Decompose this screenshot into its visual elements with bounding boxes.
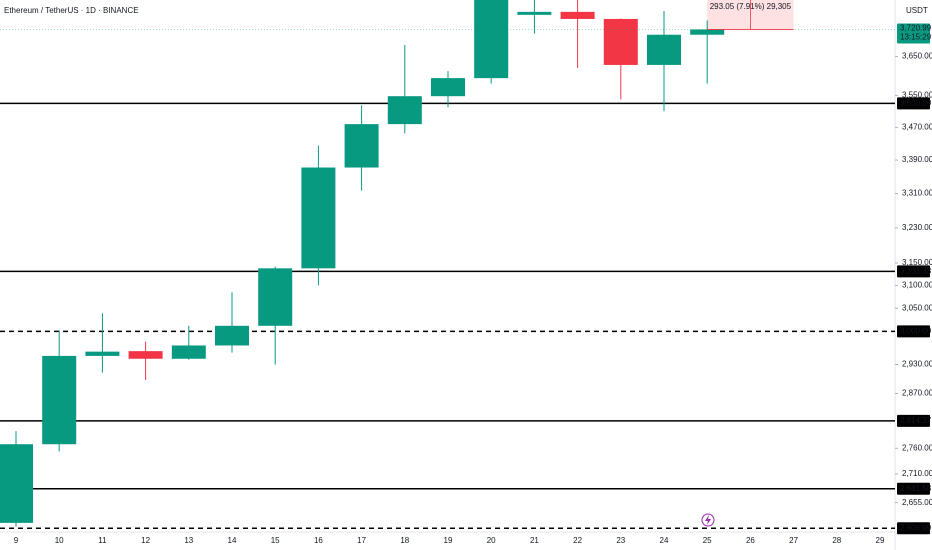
y-tick-label: 3,050.00 xyxy=(902,303,932,312)
candle-body xyxy=(215,325,249,346)
y-tick-label: 3,310.00 xyxy=(902,189,932,198)
level-label-box xyxy=(897,325,930,338)
x-tick-label: 15 xyxy=(271,536,280,545)
y-tick-label: 3,550.00 xyxy=(902,91,932,100)
candle-body xyxy=(647,34,681,65)
x-tick-label: 18 xyxy=(400,536,409,545)
candle-body xyxy=(560,11,595,19)
axes: 3,650.00 3,550.00 3,470.00 3,390.00 3,310.00… xyxy=(14,23,932,545)
y-tick-label: 2,870.00 xyxy=(902,389,932,398)
chart-title: Ethereum / TetherUS · 1D · BINANCE xyxy=(4,6,139,15)
level-label-box xyxy=(897,265,930,278)
y-tick-label: 2,760.00 xyxy=(902,443,932,452)
y-tick-label: 3,150.00 xyxy=(902,258,932,267)
candle-body xyxy=(171,345,206,359)
measure-label: 293.05 (7.91%) 29,305 xyxy=(710,2,792,11)
y-tick-label: 3,230.00 xyxy=(902,223,932,232)
level-label: 3,530.00 xyxy=(900,98,932,107)
x-tick-label: 27 xyxy=(789,536,798,545)
candle-body xyxy=(344,124,379,168)
x-tick-label: 24 xyxy=(660,536,669,545)
y-tick-label: 2,655.00 xyxy=(902,498,932,507)
candle-body xyxy=(690,29,725,35)
candle-body xyxy=(42,355,77,445)
x-tick-label: 16 xyxy=(314,536,323,545)
x-tick-label: 12 xyxy=(141,536,150,545)
y-tick-label: 3,390.00 xyxy=(902,155,932,164)
candle-body xyxy=(431,78,465,97)
level-label-box xyxy=(897,482,930,495)
x-tick-label: 25 xyxy=(703,536,712,545)
y-tick-label: 2,710.00 xyxy=(902,469,932,478)
x-tick-label: 13 xyxy=(184,536,193,545)
x-tick-label: 17 xyxy=(357,536,366,545)
candle-body xyxy=(603,18,638,65)
level-label: 2,606.99 xyxy=(900,523,932,532)
plot: 293.05 (7.91%) 29,305 xyxy=(0,0,895,529)
y-tick-label: 2,930.00 xyxy=(902,360,932,369)
x-tick-label: 11 xyxy=(98,536,107,545)
level-label: 2,814.37 xyxy=(900,416,932,425)
x-tick-label: 29 xyxy=(876,536,885,545)
x-tick-label: 10 xyxy=(55,536,64,545)
candle-body xyxy=(301,167,336,269)
candle-body xyxy=(517,11,552,15)
last-price-label: 3,720.99 xyxy=(900,24,932,33)
x-tick-label: 9 xyxy=(14,536,19,545)
candle-body xyxy=(128,351,163,359)
candle-body xyxy=(85,351,120,356)
x-tick-label: 14 xyxy=(228,536,237,545)
y-tick-label: 3,100.00 xyxy=(902,281,932,290)
candle-body xyxy=(387,96,422,125)
y-tick-label: 3,470.00 xyxy=(902,122,932,131)
level-label-box xyxy=(897,414,930,427)
candle-body xyxy=(258,268,293,326)
x-tick-label: 20 xyxy=(487,536,496,545)
last-price-box xyxy=(897,23,930,44)
lightning-icon xyxy=(701,513,715,527)
level-label-box xyxy=(897,522,930,535)
level-label: 2,681.58 xyxy=(900,484,932,493)
x-tick-label: 22 xyxy=(573,536,582,545)
level-label-box xyxy=(897,97,930,110)
currency: USDT xyxy=(906,6,928,15)
x-tick-label: 26 xyxy=(746,536,755,545)
level-label: 3,000.00 xyxy=(900,326,932,335)
y-tick-label: 3,650.00 xyxy=(902,52,932,61)
x-tick-label: 23 xyxy=(616,536,625,545)
x-tick-label: 21 xyxy=(530,536,539,545)
x-tick-label: 28 xyxy=(832,536,841,545)
candle-body xyxy=(0,444,33,523)
candle-body xyxy=(474,0,509,79)
level-label: 3,131.33 xyxy=(900,266,932,275)
x-tick-label: 19 xyxy=(444,536,453,545)
countdown: 13:15:29 xyxy=(900,33,932,42)
